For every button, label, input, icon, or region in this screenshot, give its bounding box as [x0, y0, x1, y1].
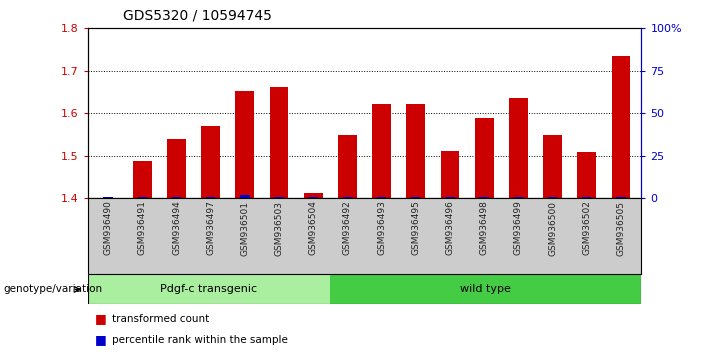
Text: GSM936492: GSM936492: [343, 200, 352, 255]
Bar: [514, 196, 523, 198]
Bar: [137, 196, 147, 198]
Text: GSM936495: GSM936495: [411, 200, 421, 255]
Bar: [308, 196, 318, 198]
Text: wild type: wild type: [461, 284, 511, 295]
Bar: [88, 274, 330, 304]
Text: Pdgf-c transgenic: Pdgf-c transgenic: [161, 284, 257, 295]
Text: GSM936499: GSM936499: [514, 200, 523, 255]
Bar: [445, 196, 455, 198]
Bar: [104, 196, 113, 198]
Bar: [509, 98, 528, 198]
Text: GSM936490: GSM936490: [104, 200, 113, 255]
Text: ■: ■: [95, 333, 107, 346]
Bar: [172, 196, 181, 198]
Bar: [201, 126, 220, 198]
Text: GSM936503: GSM936503: [275, 200, 284, 256]
Text: GSM936504: GSM936504: [308, 200, 318, 255]
Text: ■: ■: [95, 312, 107, 325]
Bar: [206, 196, 215, 198]
Text: GSM936501: GSM936501: [240, 200, 250, 256]
Text: percentile rank within the sample: percentile rank within the sample: [112, 335, 288, 345]
Bar: [543, 135, 562, 198]
Bar: [411, 196, 421, 198]
Bar: [343, 196, 352, 198]
Bar: [274, 196, 284, 198]
Bar: [407, 104, 426, 198]
Bar: [582, 196, 592, 198]
Bar: [330, 274, 641, 304]
Text: GSM936496: GSM936496: [445, 200, 454, 255]
Text: GSM936505: GSM936505: [616, 200, 625, 256]
Text: GSM936502: GSM936502: [583, 200, 591, 255]
Text: GSM936493: GSM936493: [377, 200, 386, 255]
Bar: [616, 196, 625, 198]
Text: GSM936491: GSM936491: [138, 200, 147, 255]
Bar: [475, 118, 494, 198]
Bar: [372, 103, 391, 198]
Text: genotype/variation: genotype/variation: [4, 284, 102, 295]
Bar: [236, 91, 254, 198]
Bar: [578, 152, 596, 198]
Bar: [441, 151, 459, 198]
Bar: [304, 193, 322, 198]
Bar: [167, 139, 186, 198]
Text: GSM936494: GSM936494: [172, 200, 181, 255]
Bar: [133, 161, 151, 198]
Text: GSM936500: GSM936500: [548, 200, 557, 256]
Bar: [611, 56, 630, 198]
Text: GDS5320 / 10594745: GDS5320 / 10594745: [123, 9, 271, 23]
Text: transformed count: transformed count: [112, 314, 210, 324]
Bar: [270, 86, 288, 198]
Bar: [240, 195, 250, 198]
Bar: [377, 196, 386, 198]
Bar: [548, 196, 557, 198]
Bar: [338, 135, 357, 198]
Text: GSM936497: GSM936497: [206, 200, 215, 255]
Text: GSM936498: GSM936498: [479, 200, 489, 255]
Bar: [479, 196, 489, 198]
